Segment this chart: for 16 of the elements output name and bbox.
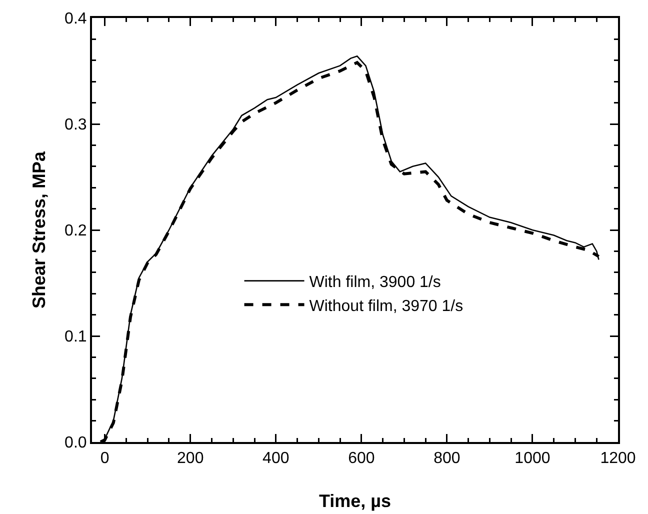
legend-label: Without film, 3970 1/s xyxy=(309,298,464,315)
x-tick-label: 1000 xyxy=(514,450,550,468)
x-tick-label: 0 xyxy=(100,450,110,468)
y-tick-label: 0.1 xyxy=(64,328,87,346)
x-tick-label: 600 xyxy=(348,450,375,468)
y-tick-label: 0.3 xyxy=(64,116,87,134)
y-axis-title: Shear Stress, MPa xyxy=(29,150,49,309)
x-tick-label: 400 xyxy=(262,450,290,468)
legend-label: With film, 3900 1/s xyxy=(309,274,441,292)
y-tick-label: 0.4 xyxy=(64,10,87,28)
x-tick-label: 200 xyxy=(177,450,204,468)
y-tick-label: 0.2 xyxy=(64,222,87,240)
y-tick-label: 0.0 xyxy=(64,434,87,452)
x-axis-title: Time, µs xyxy=(318,491,392,511)
x-tick-label: 800 xyxy=(434,450,460,468)
x-tick-label: 1200 xyxy=(600,450,636,468)
